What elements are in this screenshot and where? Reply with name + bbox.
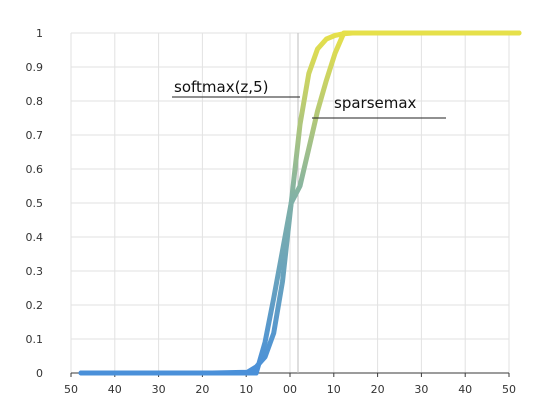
annotations: softmax(z,5) sparsemax xyxy=(172,78,446,119)
series-line-sparsemax xyxy=(78,30,522,376)
x-tick-label: 30 xyxy=(152,383,166,396)
series-group xyxy=(78,30,522,376)
y-tick-label: 0.8 xyxy=(26,95,44,108)
y-tick-label: 0.5 xyxy=(26,197,44,210)
y-tick-label: 1 xyxy=(36,27,43,40)
y-tick-label: 0.1 xyxy=(26,333,44,346)
x-tick-label: 50 xyxy=(502,383,516,396)
y-tick-label: 0 xyxy=(36,367,43,380)
x-tick-label: 30 xyxy=(414,383,428,396)
y-tick-label: 0.4 xyxy=(26,231,44,244)
y-tick-labels: 0 0.1 0.2 0.3 0.4 0.5 0.6 0.7 0.8 0.9 1 xyxy=(26,27,44,380)
y-tick-label: 0.3 xyxy=(26,265,44,278)
x-tick-label: 10 xyxy=(239,383,253,396)
x-tick-label: 20 xyxy=(195,383,209,396)
x-tick-label: 40 xyxy=(108,383,122,396)
y-tick-label: 0.9 xyxy=(26,61,44,74)
x-tick-label: 10 xyxy=(327,383,341,396)
x-tick-label: 50 xyxy=(64,383,78,396)
x-tick-label: 20 xyxy=(371,383,385,396)
x-tick-label: 00 xyxy=(283,383,297,396)
x-tick-labels: 50 40 30 20 10 00 10 20 30 40 50 xyxy=(64,383,516,396)
y-tick-label: 0.2 xyxy=(26,299,44,312)
y-tick-label: 0.7 xyxy=(26,129,44,142)
y-tick-label: 0.6 xyxy=(26,163,44,176)
sparsemax-annotation: sparsemax xyxy=(334,94,417,112)
softmax-annotation: softmax(z,5) xyxy=(174,78,268,96)
x-tick-label: 40 xyxy=(458,383,472,396)
